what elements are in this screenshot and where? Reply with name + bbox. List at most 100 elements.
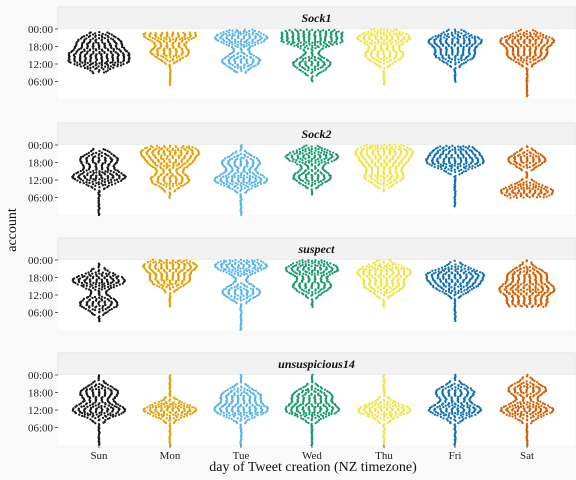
data-point <box>472 286 476 290</box>
data-point <box>372 291 375 295</box>
data-point <box>520 147 524 150</box>
data-point <box>105 62 109 66</box>
data-point <box>457 169 461 173</box>
data-point <box>239 33 243 36</box>
data-point <box>94 38 98 41</box>
data-point <box>323 262 326 266</box>
data-point <box>243 165 246 169</box>
data-point <box>301 259 304 262</box>
data-point <box>179 151 183 154</box>
data-point <box>289 151 292 154</box>
data-point <box>301 292 304 295</box>
data-point <box>528 265 531 269</box>
data-point <box>366 57 370 61</box>
data-point <box>511 32 515 35</box>
data-point <box>311 70 314 74</box>
data-point <box>314 159 317 162</box>
data-point <box>310 68 314 71</box>
data-point <box>227 44 231 47</box>
data-point <box>310 77 313 80</box>
data-point <box>531 187 534 191</box>
data-point <box>471 146 474 149</box>
data-point <box>459 294 463 298</box>
data-point <box>176 147 180 150</box>
data-point <box>373 277 377 280</box>
data-point <box>519 37 522 40</box>
data-point <box>379 269 383 272</box>
data-point <box>217 39 220 42</box>
data-point <box>225 178 229 181</box>
data-point <box>240 187 243 191</box>
data-point <box>72 407 75 410</box>
data-point <box>251 165 254 168</box>
data-point <box>294 178 297 181</box>
data-point <box>317 291 320 294</box>
data-point <box>100 56 104 59</box>
data-point <box>155 144 159 148</box>
data-point <box>310 48 313 51</box>
data-point <box>243 269 246 272</box>
data-point <box>228 163 231 166</box>
data-point <box>231 63 234 67</box>
data-point <box>382 29 386 32</box>
data-point <box>313 274 317 278</box>
data-point <box>234 258 237 262</box>
data-point <box>287 40 291 44</box>
data-point <box>437 270 440 273</box>
data-point <box>313 58 317 61</box>
data-point <box>177 167 180 170</box>
data-point <box>233 295 236 299</box>
data-point <box>259 173 262 176</box>
data-point <box>142 32 145 36</box>
data-point <box>322 44 325 48</box>
data-point <box>98 30 101 34</box>
data-point <box>539 34 542 37</box>
data-point <box>305 44 308 48</box>
data-point <box>150 52 153 56</box>
data-point <box>83 48 86 51</box>
data-point <box>101 32 104 36</box>
data-point <box>307 154 310 157</box>
data-point <box>195 154 198 157</box>
data-point <box>113 40 116 43</box>
data-point <box>441 59 444 63</box>
data-point <box>501 43 505 46</box>
data-point <box>301 263 304 267</box>
data-point <box>317 294 320 297</box>
data-point <box>221 38 225 41</box>
data-point <box>94 283 98 286</box>
data-point <box>95 53 98 56</box>
data-point <box>311 46 314 49</box>
data-point <box>533 180 536 183</box>
data-point <box>307 161 311 164</box>
data-point <box>160 54 163 58</box>
data-point <box>459 164 462 168</box>
data-point <box>222 267 226 271</box>
swarm-Sock1-Sat <box>499 28 556 98</box>
data-point <box>506 194 509 198</box>
data-point <box>157 268 160 271</box>
data-point <box>246 189 249 192</box>
data-point <box>161 31 164 35</box>
data-point <box>219 269 222 272</box>
data-point <box>395 159 398 162</box>
data-point <box>243 149 247 153</box>
data-point <box>168 196 171 200</box>
data-point <box>83 413 86 416</box>
data-point <box>468 46 471 49</box>
data-point <box>531 156 535 159</box>
data-point <box>108 271 111 274</box>
data-point <box>97 181 100 184</box>
data-point <box>443 157 446 160</box>
data-point <box>441 268 444 272</box>
data-point <box>235 190 238 193</box>
data-point <box>456 33 460 36</box>
data-point <box>439 47 442 50</box>
data-point <box>373 30 377 33</box>
data-point <box>373 261 377 264</box>
data-point <box>237 260 240 263</box>
data-point <box>537 303 541 307</box>
data-point <box>256 267 260 270</box>
data-point <box>332 263 335 267</box>
